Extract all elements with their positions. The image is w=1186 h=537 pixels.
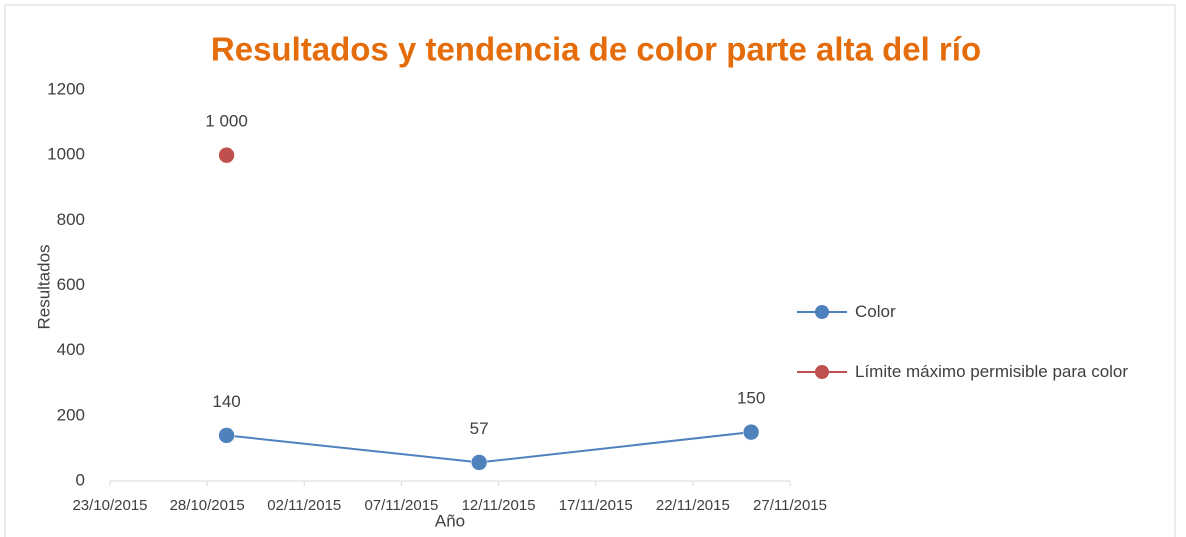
y-axis-title: Resultados <box>34 244 53 329</box>
data-point <box>218 427 235 444</box>
x-axis-title: Año <box>435 511 465 530</box>
x-tick-label: 17/11/2015 <box>559 497 633 514</box>
legend-swatch-marker <box>815 365 829 379</box>
x-tick-label: 22/11/2015 <box>656 497 730 514</box>
x-tick-label: 27/11/2015 <box>753 497 827 514</box>
y-tick-label: 200 <box>57 405 85 424</box>
chart-title: Resultados y tendencia de color parte al… <box>211 31 981 68</box>
y-tick-label: 400 <box>57 340 85 359</box>
legend-swatch-marker <box>815 305 829 319</box>
legend-label: Color <box>855 302 896 321</box>
y-tick-label: 0 <box>76 470 85 489</box>
x-tick-label: 02/11/2015 <box>267 497 341 514</box>
data-point <box>742 423 760 441</box>
data-label: 140 <box>212 392 240 411</box>
data-point <box>470 454 488 471</box>
x-tick-label: 12/11/2015 <box>462 497 536 514</box>
chart-frame <box>4 4 1176 537</box>
data-label: 1 000 <box>205 112 248 131</box>
data-point <box>218 146 235 164</box>
legend-label: Límite máximo permisible para color <box>855 362 1129 381</box>
x-tick-label: 23/10/2015 <box>72 497 147 514</box>
y-tick-label: 800 <box>57 210 85 229</box>
y-tick-label: 1000 <box>47 145 85 164</box>
data-label: 57 <box>470 419 489 438</box>
y-tick-label: 1200 <box>47 79 85 98</box>
data-label: 150 <box>737 389 765 408</box>
x-tick-label: 28/10/2015 <box>170 497 245 514</box>
y-tick-label: 600 <box>57 275 85 294</box>
x-tick-label: 07/11/2015 <box>364 497 438 514</box>
